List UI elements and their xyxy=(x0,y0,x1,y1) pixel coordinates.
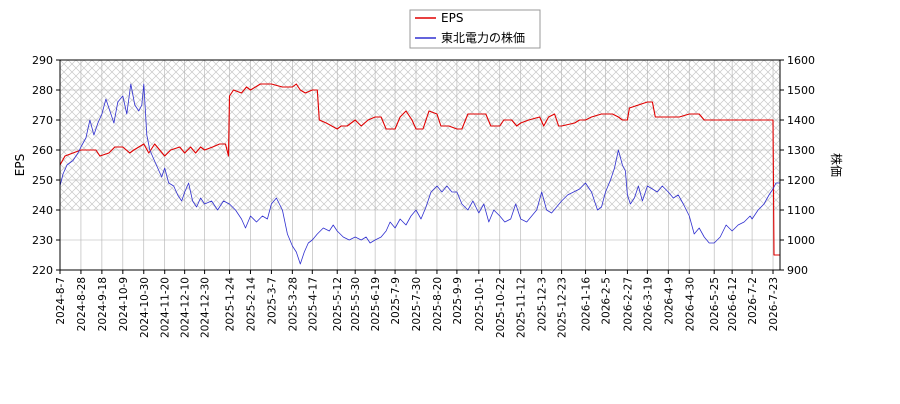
right-tick-label: 1300 xyxy=(787,144,815,157)
right-tick-label: 1400 xyxy=(787,114,815,127)
x-tick-label: 2026-6-12 xyxy=(727,277,739,331)
left-tick-label: 290 xyxy=(32,54,53,67)
x-tick-label: 2025-12-3 xyxy=(537,277,549,331)
x-tick-label: 2025-8-20 xyxy=(432,277,444,331)
right-tick-label: 1000 xyxy=(787,234,815,247)
x-tick-label: 2024-9-18 xyxy=(97,277,109,331)
series-layer xyxy=(60,83,780,265)
x-tick-label: 2025-3-28 xyxy=(287,277,299,331)
series-line-eps xyxy=(60,83,780,256)
left-axis: 220 230 240 250 260 270 280 290 xyxy=(32,54,60,277)
x-axis: 2024-8-7 2024-8-28 2024-9-18 2024-10-9 2024-… xyxy=(55,270,780,338)
right-tick-label: 1200 xyxy=(787,174,815,187)
x-tick-label: 2025-2-14 xyxy=(245,277,257,332)
x-tick-label: 2025-10-1 xyxy=(474,277,486,331)
right-tick-label: 1500 xyxy=(787,84,815,97)
x-tick-label: 2026-5-25 xyxy=(709,277,721,331)
left-tick-label: 220 xyxy=(32,264,53,277)
x-tick-label: 2026-7-2 xyxy=(747,277,759,325)
legend: EPS 東北電力の株価 xyxy=(409,9,541,49)
x-tick-label: 2026-4-30 xyxy=(684,277,696,331)
x-tick-label: 2024-8-28 xyxy=(76,277,88,331)
right-tick-label: 1100 xyxy=(787,204,815,217)
x-tick-label: 2026-2-5 xyxy=(600,277,612,325)
x-tick-label: 2024-10-9 xyxy=(118,277,130,331)
x-tick-label: 2024-10-30 xyxy=(139,277,151,338)
legend-label-price: 東北電力の株価 xyxy=(441,30,525,45)
x-tick-label: 2025-12-23 xyxy=(557,277,569,338)
right-tick-label: 900 xyxy=(787,264,808,277)
x-tick-label: 2026-2-27 xyxy=(622,277,634,331)
x-tick-label: 2025-10-22 xyxy=(495,277,507,338)
right-axis-label: 株価 xyxy=(829,153,844,177)
x-tick-label: 2025-4-17 xyxy=(307,277,319,331)
left-tick-label: 280 xyxy=(32,84,53,97)
x-tick-label: 2025-5-12 xyxy=(332,277,344,331)
x-tick-label: 2026-3-19 xyxy=(642,277,654,331)
left-tick-label: 240 xyxy=(32,204,53,217)
left-tick-label: 250 xyxy=(32,174,53,187)
x-tick-label: 2024-8-7 xyxy=(55,277,67,325)
x-tick-label: 2026-7-23 xyxy=(768,277,780,331)
x-tick-label: 2025-9-9 xyxy=(452,277,464,325)
x-tick-label: 2024-12-30 xyxy=(200,277,212,338)
left-axis-label: EPS xyxy=(13,154,27,176)
x-tick-label: 2025-7-30 xyxy=(411,277,423,331)
x-tick-label: 2025-6-19 xyxy=(370,277,382,331)
x-tick-label: 2025-7-9 xyxy=(390,277,402,325)
x-tick-label: 2025-5-30 xyxy=(350,277,362,331)
series-line-price xyxy=(60,83,780,265)
plot-frame xyxy=(59,59,781,271)
hatched-band xyxy=(60,60,780,210)
right-tick-label: 1600 xyxy=(787,54,815,67)
right-axis: 900 1000 1100 1200 1300 1400 1500 1600 xyxy=(780,54,815,277)
x-tick-label: 2024-12-10 xyxy=(180,277,192,338)
x-tick-label: 2025-11-12 xyxy=(516,277,528,338)
x-tick-label: 2026-1-16 xyxy=(581,277,593,332)
legend-box xyxy=(409,9,541,49)
left-tick-label: 270 xyxy=(32,114,53,127)
left-tick-label: 230 xyxy=(32,234,53,247)
left-tick-label: 260 xyxy=(32,144,53,157)
x-tick-label: 2026-4-9 xyxy=(663,277,675,325)
x-tick-label: 2024-11-20 xyxy=(160,277,172,338)
x-tick-label: 2025-3-7 xyxy=(266,277,278,325)
x-tick-label: 2025-1-24 xyxy=(225,277,237,332)
legend-label-eps: EPS xyxy=(441,11,463,25)
